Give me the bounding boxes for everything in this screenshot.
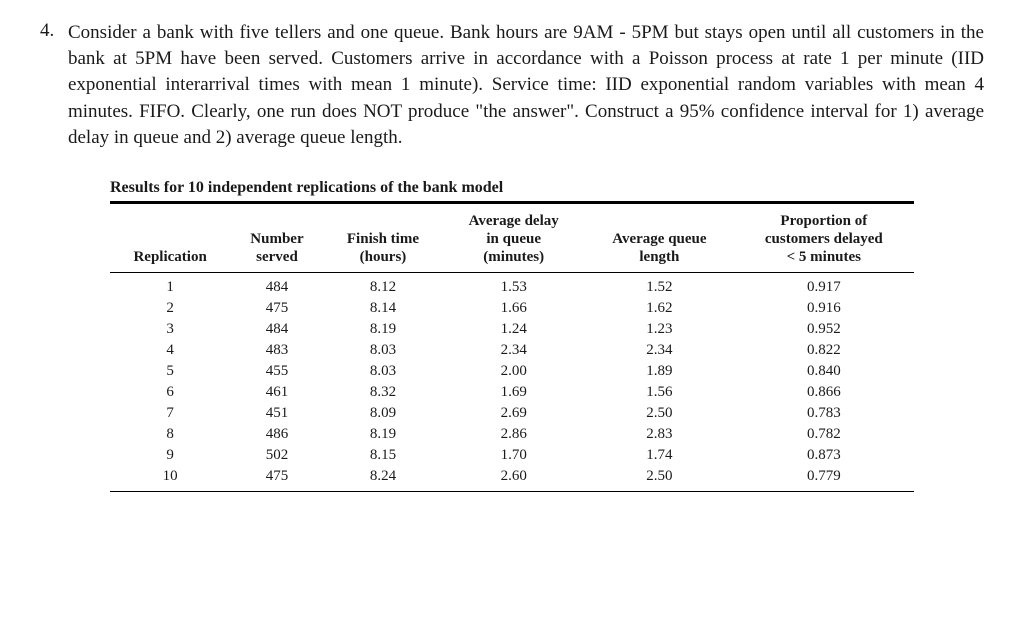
table-cell: 10 — [110, 466, 230, 492]
table-cell: 1.69 — [442, 382, 585, 403]
table-cell: 8.32 — [324, 382, 443, 403]
table-cell: 1.66 — [442, 298, 585, 319]
table-col-header: Finish time (hours) — [324, 204, 443, 273]
table-cell: 486 — [230, 424, 323, 445]
table-row: 34848.191.241.230.952 — [110, 319, 914, 340]
table-row: 64618.321.691.560.866 — [110, 382, 914, 403]
table-cell: 1.74 — [585, 445, 734, 466]
table-col-header: Proportion of customers delayed < 5 minu… — [734, 204, 914, 273]
problem-block: 4. Consider a bank with five tellers and… — [40, 20, 984, 151]
results-table-wrap: Results for 10 independent replications … — [110, 179, 914, 492]
table-col-header: Replication — [110, 204, 230, 273]
table-cell: 2.86 — [442, 424, 585, 445]
table-cell: 4 — [110, 340, 230, 361]
table-cell: 484 — [230, 319, 323, 340]
table-cell: 451 — [230, 403, 323, 424]
table-cell: 1.23 — [585, 319, 734, 340]
table-cell: 461 — [230, 382, 323, 403]
table-cell: 8.19 — [324, 319, 443, 340]
table-body: 14848.121.531.520.91724758.141.661.620.9… — [110, 273, 914, 492]
table-col-header: Average queue length — [585, 204, 734, 273]
table-cell: 0.916 — [734, 298, 914, 319]
table-cell: 0.822 — [734, 340, 914, 361]
table-cell: 8.14 — [324, 298, 443, 319]
table-cell: 8.03 — [324, 361, 443, 382]
table-row: 74518.092.692.500.783 — [110, 403, 914, 424]
table-cell: 1.62 — [585, 298, 734, 319]
table-cell: 0.917 — [734, 273, 914, 299]
table-cell: 1.52 — [585, 273, 734, 299]
table-cell: 2.83 — [585, 424, 734, 445]
table-cell: 2.34 — [585, 340, 734, 361]
table-row: 24758.141.661.620.916 — [110, 298, 914, 319]
table-row: 84868.192.862.830.782 — [110, 424, 914, 445]
table-row: 44838.032.342.340.822 — [110, 340, 914, 361]
table-cell: 8.03 — [324, 340, 443, 361]
table-cell: 8.09 — [324, 403, 443, 424]
table-cell: 2.60 — [442, 466, 585, 492]
table-row: 104758.242.602.500.779 — [110, 466, 914, 492]
table-cell: 1.89 — [585, 361, 734, 382]
results-table: ReplicationNumber servedFinish time (hou… — [110, 204, 914, 492]
table-cell: 483 — [230, 340, 323, 361]
table-cell: 0.952 — [734, 319, 914, 340]
table-cell: 6 — [110, 382, 230, 403]
table-col-header: Number served — [230, 204, 323, 273]
table-cell: 0.873 — [734, 445, 914, 466]
table-cell: 484 — [230, 273, 323, 299]
table-cell: 8 — [110, 424, 230, 445]
table-head: ReplicationNumber servedFinish time (hou… — [110, 204, 914, 273]
table-cell: 2 — [110, 298, 230, 319]
table-cell: 1 — [110, 273, 230, 299]
table-cell: 8.12 — [324, 273, 443, 299]
table-cell: 8.15 — [324, 445, 443, 466]
table-cell: 8.19 — [324, 424, 443, 445]
table-cell: 0.783 — [734, 403, 914, 424]
table-col-header: Average delay in queue (minutes) — [442, 204, 585, 273]
table-cell: 2.69 — [442, 403, 585, 424]
table-cell: 5 — [110, 361, 230, 382]
table-cell: 1.70 — [442, 445, 585, 466]
table-row: 14848.121.531.520.917 — [110, 273, 914, 299]
table-cell: 2.50 — [585, 403, 734, 424]
table-cell: 2.34 — [442, 340, 585, 361]
table-cell: 2.00 — [442, 361, 585, 382]
table-cell: 502 — [230, 445, 323, 466]
table-cell: 1.24 — [442, 319, 585, 340]
table-cell: 455 — [230, 361, 323, 382]
table-cell: 0.782 — [734, 424, 914, 445]
table-cell: 8.24 — [324, 466, 443, 492]
problem-number: 4. — [40, 20, 60, 42]
table-cell: 3 — [110, 319, 230, 340]
table-cell: 0.866 — [734, 382, 914, 403]
table-row: 95028.151.701.740.873 — [110, 445, 914, 466]
table-cell: 1.53 — [442, 273, 585, 299]
table-row: 54558.032.001.890.840 — [110, 361, 914, 382]
table-cell: 475 — [230, 298, 323, 319]
table-cell: 0.840 — [734, 361, 914, 382]
table-header-row: ReplicationNumber servedFinish time (hou… — [110, 204, 914, 273]
table-cell: 7 — [110, 403, 230, 424]
table-cell: 0.779 — [734, 466, 914, 492]
table-cell: 475 — [230, 466, 323, 492]
table-cell: 2.50 — [585, 466, 734, 492]
table-title: Results for 10 independent replications … — [110, 179, 914, 197]
table-cell: 9 — [110, 445, 230, 466]
problem-text: Consider a bank with five tellers and on… — [68, 20, 984, 151]
table-cell: 1.56 — [585, 382, 734, 403]
